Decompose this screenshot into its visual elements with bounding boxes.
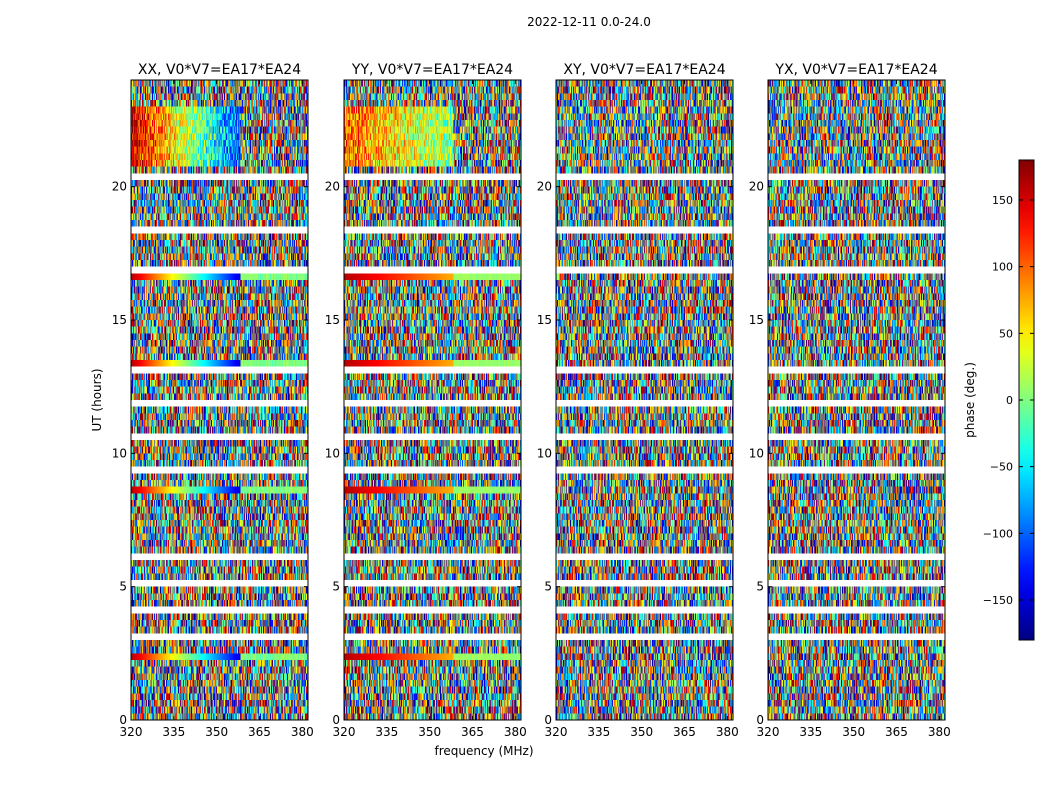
panel-4-xtick-label: 380: [928, 725, 951, 739]
colorbar-tick-label: 50: [999, 327, 1013, 340]
panel-4-heatmap: [768, 80, 945, 720]
panel-4-ytick-label: 10: [749, 446, 764, 460]
panel-3-ytick-label: 10: [537, 446, 552, 460]
panel-3-xtick-label: 365: [673, 725, 696, 739]
colorbar-tick-label: −150: [983, 594, 1013, 607]
panel-4-xtick-label: 320: [757, 725, 780, 739]
panel-4-frame: [767, 79, 946, 721]
panel-3-ytick-label: 0: [544, 713, 552, 727]
panel-4-xtick-label: 335: [799, 725, 822, 739]
colorbar-tick-label: 0: [1006, 394, 1013, 407]
panel-2-ytick-label: 15: [325, 313, 340, 327]
panel-2-title: YY, V0*V7=EA17*EA24: [351, 62, 513, 78]
panel-2: YY, V0*V7=EA17*EA24 320 335 350 365 380 0 5 10 15…: [325, 62, 527, 739]
panel-1-ytick-label: 5: [119, 580, 127, 594]
panel-1-title: XX, V0*V7=EA17*EA24: [138, 62, 301, 78]
figure-suptitle: 2022-12-11 0.0-24.0: [527, 15, 651, 29]
panel-4-ytick-label: 20: [749, 180, 764, 194]
panel-3: XY, V0*V7=EA17*EA24 320 335 350 365 380 0 5 10 15…: [537, 62, 739, 739]
panels: XX, V0*V7=EA17*EA24 320 335 350 365 380 0 5 10 15…: [112, 62, 951, 739]
shared-xlabel: frequency (MHz): [434, 744, 533, 758]
colorbar: −150 −100 −50 0 50 100 150: [983, 159, 1035, 641]
colorbar-tick-label: 100: [992, 261, 1013, 274]
panel-2-heatmap: [344, 80, 521, 720]
panel-3-title: XY, V0*V7=EA17*EA24: [563, 62, 725, 78]
panel-2-ytick-label: 5: [332, 580, 340, 594]
panel-3-ytick-label: 5: [544, 580, 552, 594]
panel-1-xtick-label: 365: [248, 725, 271, 739]
panel-3-ytick-label: 20: [537, 180, 552, 194]
panel-4-ytick-label: 15: [749, 313, 764, 327]
panel-3-xtick-label: 335: [587, 725, 610, 739]
panel-3-xtick-label: 320: [545, 725, 568, 739]
panel-3-frame: [555, 79, 734, 721]
panel-2-xtick-label: 380: [504, 725, 527, 739]
panel-1-ytick-label: 20: [112, 180, 127, 194]
shared-ylabel: UT (hours): [90, 368, 104, 431]
panel-3-xtick-label: 350: [630, 725, 653, 739]
colorbar-tick-label: −100: [983, 527, 1013, 540]
panel-2-frame: [343, 79, 522, 721]
panel-1-xtick-label: 335: [162, 725, 185, 739]
colorbar-label: phase (deg.): [963, 362, 977, 438]
panel-2-xtick-label: 320: [333, 725, 356, 739]
panel-2-xtick-label: 335: [375, 725, 398, 739]
colorbar-tick-label: −50: [990, 461, 1013, 474]
panel-2-ytick-label: 0: [332, 713, 340, 727]
panel-1-xtick-label: 320: [120, 725, 143, 739]
panel-4-xtick-label: 350: [842, 725, 865, 739]
panel-1-frame: [130, 79, 309, 721]
panel-1-xtick-label: 350: [205, 725, 228, 739]
panel-3-heatmap: [556, 80, 733, 720]
panel-1-ytick-label: 15: [112, 313, 127, 327]
panel-4-ytick-label: 5: [756, 580, 764, 594]
panel-1: XX, V0*V7=EA17*EA24 320 335 350 365 380 0 5 10 15…: [112, 62, 314, 739]
panel-3-xtick-label: 380: [716, 725, 739, 739]
panel-1-ytick-label: 10: [112, 446, 127, 460]
panel-1-heatmap: [131, 80, 308, 720]
panel-2-ytick-label: 20: [325, 180, 340, 194]
panel-3-ytick-label: 15: [537, 313, 552, 327]
panel-1-ytick-label: 0: [119, 713, 127, 727]
panel-4-ytick-label: 0: [756, 713, 764, 727]
panel-2-ytick-label: 10: [325, 446, 340, 460]
panel-1-xtick-label: 380: [291, 725, 314, 739]
panel-2-xtick-label: 365: [461, 725, 484, 739]
panel-4: YX, V0*V7=EA17*EA24 320 335 350 365 380 0 5 10 15…: [749, 62, 951, 739]
panel-2-xtick-label: 350: [418, 725, 441, 739]
colorbar-tick-label: 150: [992, 194, 1013, 207]
panel-4-title: YX, V0*V7=EA17*EA24: [774, 62, 937, 78]
panel-4-xtick-label: 365: [885, 725, 908, 739]
